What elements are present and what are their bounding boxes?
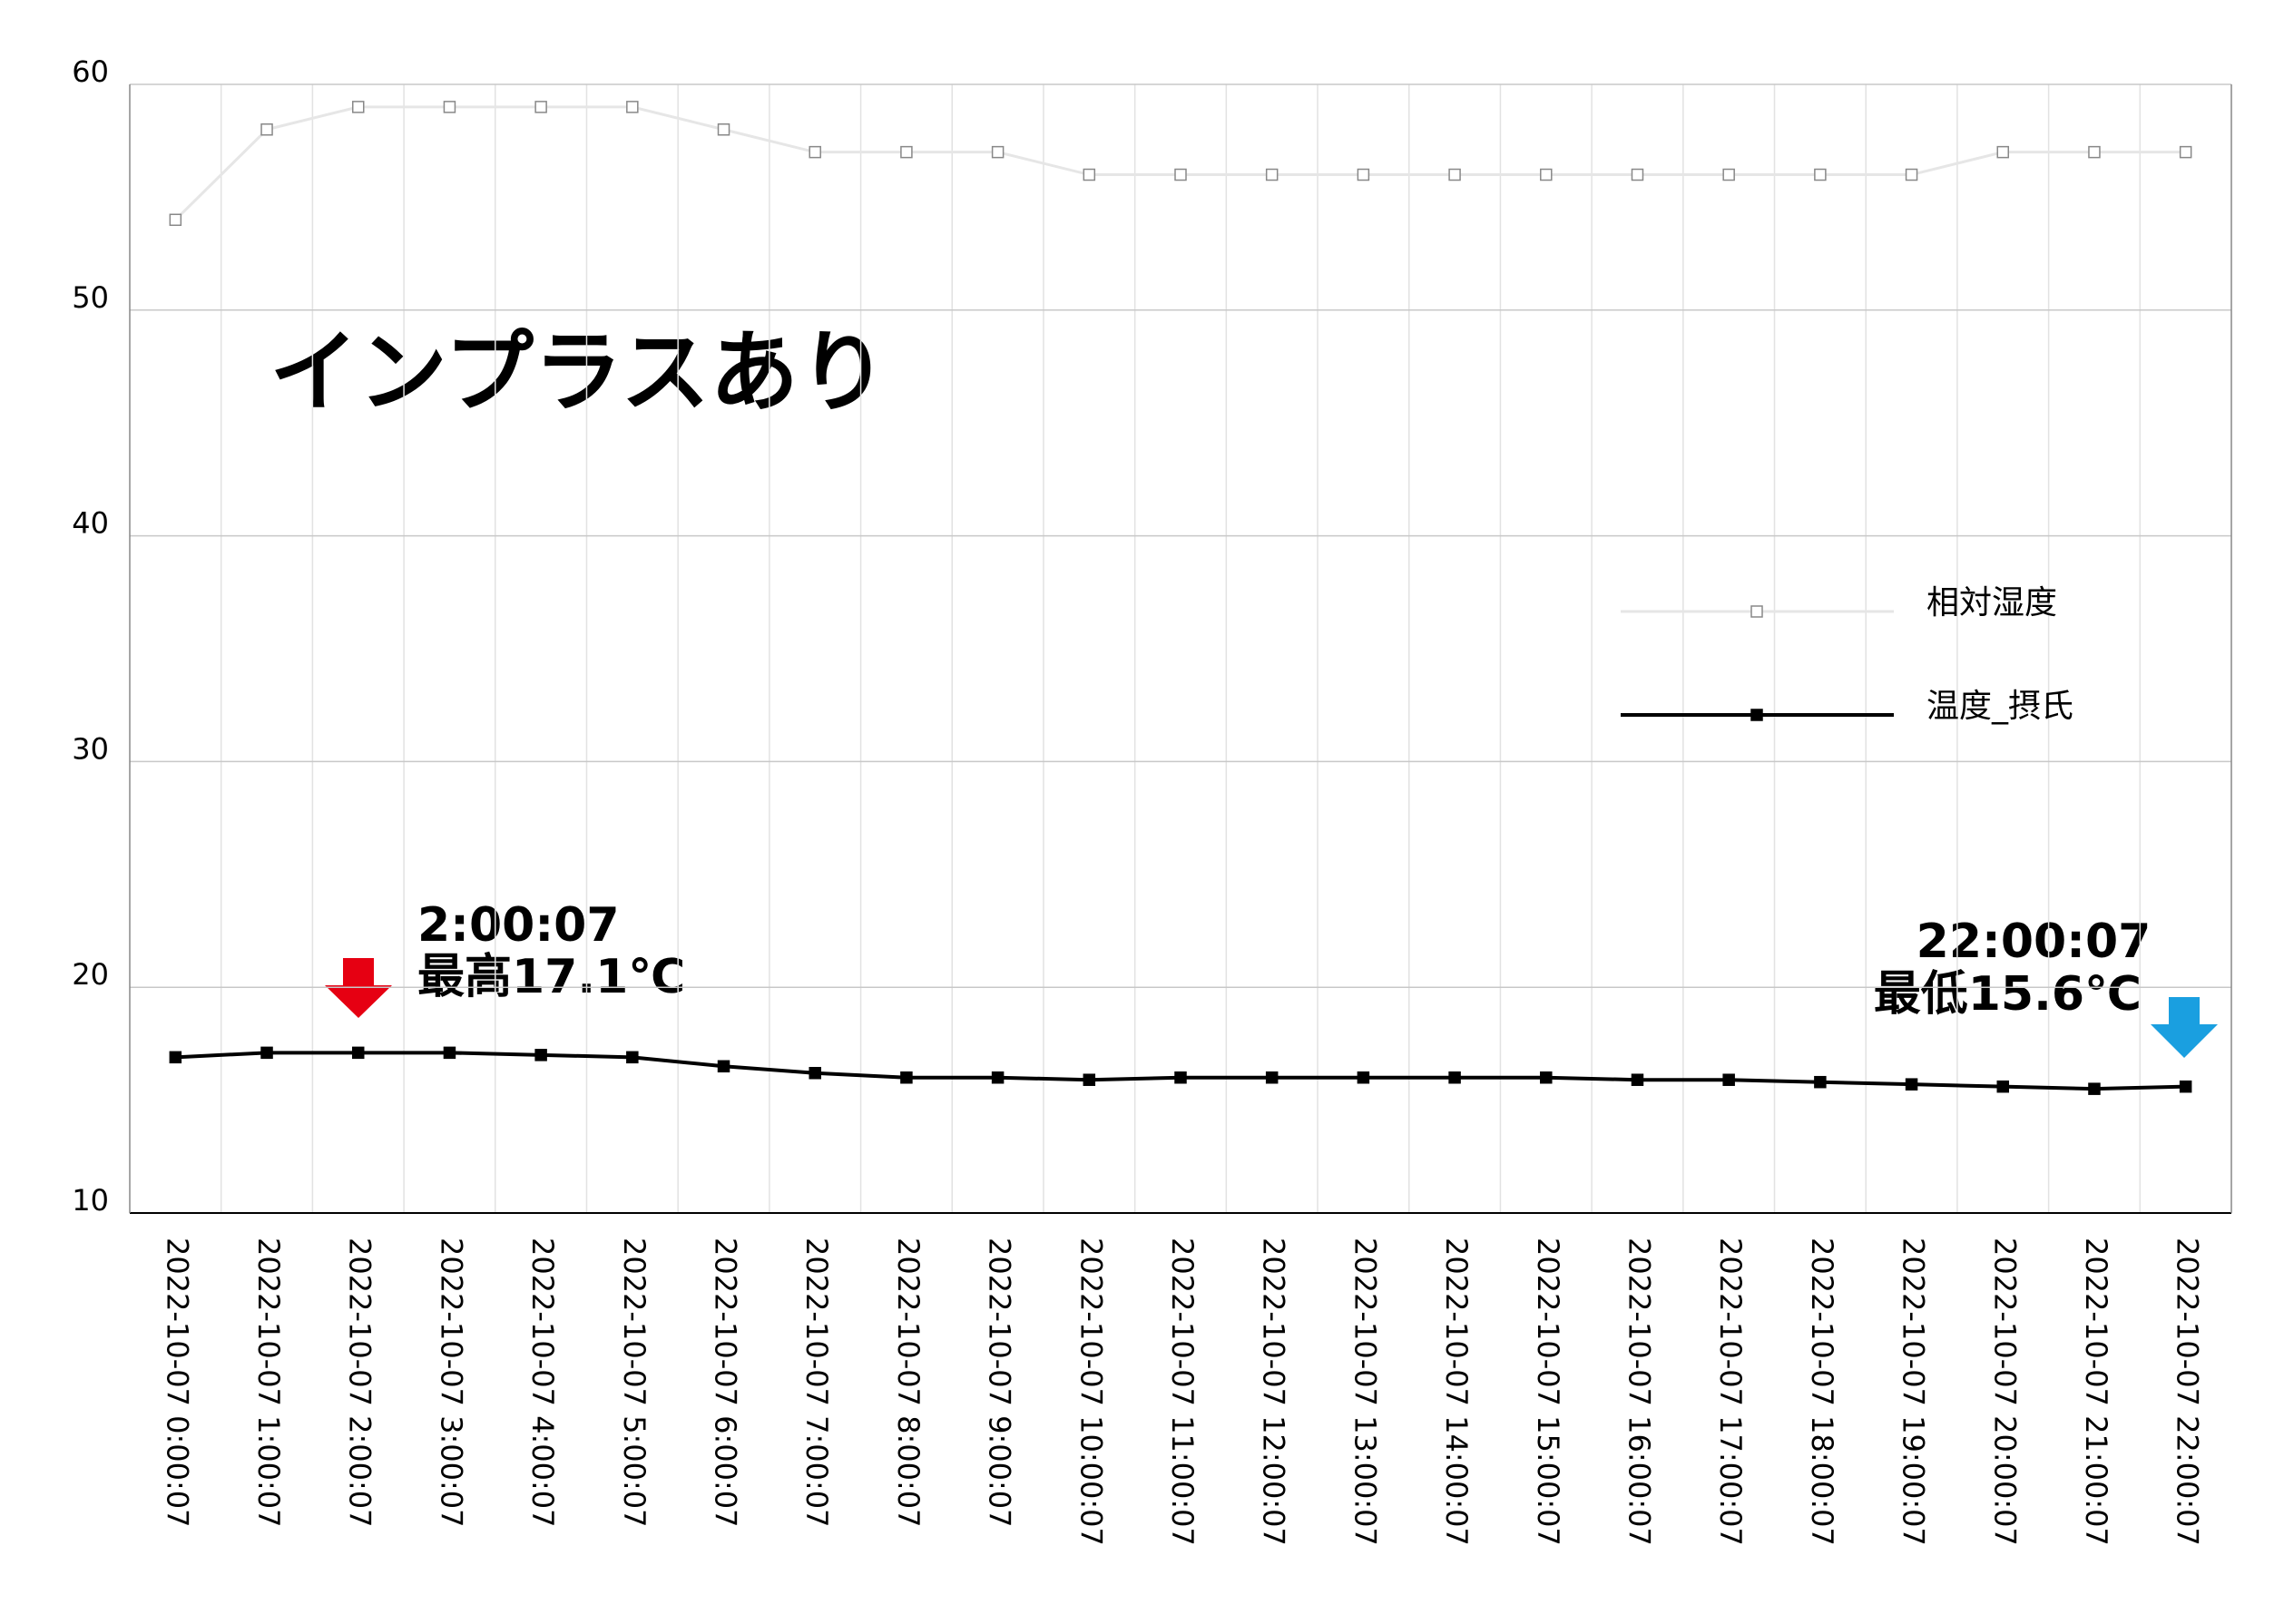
data-point — [900, 1071, 913, 1084]
data-point — [351, 101, 365, 113]
x-tick-label: 2022-10-07 16:00:07 — [1622, 1238, 1656, 1546]
data-point — [717, 1060, 730, 1073]
x-tick-label: 2022-10-07 6:00:07 — [709, 1238, 743, 1528]
data-point — [2179, 145, 2192, 159]
annotation: 最高17.1℃ — [417, 950, 685, 1004]
data-point — [1631, 168, 1644, 181]
x-tick-label: 2022-10-07 1:00:07 — [251, 1238, 286, 1528]
data-point — [717, 123, 730, 136]
x-tick-label: 2022-10-07 22:00:07 — [2171, 1238, 2205, 1546]
data-point — [169, 1051, 182, 1064]
data-point — [626, 101, 639, 113]
x-tick-label: 2022-10-07 21:00:07 — [2079, 1238, 2113, 1546]
data-point — [1722, 168, 1735, 181]
data-point — [1083, 1073, 1096, 1086]
x-tick-label: 2022-10-07 18:00:07 — [1805, 1238, 1839, 1546]
x-tick-label: 2022-10-07 14:00:07 — [1439, 1238, 1474, 1546]
data-point — [1905, 1078, 1918, 1091]
data-point — [809, 145, 821, 159]
data-point — [534, 1049, 547, 1061]
data-point — [260, 1046, 273, 1060]
y-tick-label: 10 — [72, 1183, 109, 1218]
max-arrow — [325, 958, 392, 1018]
annotation: 2:00:07 — [417, 898, 620, 953]
data-point — [1357, 168, 1370, 181]
data-point — [2088, 1082, 2101, 1095]
data-point — [1631, 1073, 1644, 1086]
data-point — [1174, 168, 1187, 181]
legend-label: 温度_摂氏 — [1926, 688, 2073, 725]
y-tick-label: 20 — [72, 957, 109, 992]
min-arrow — [2151, 997, 2218, 1058]
data-point — [1722, 1073, 1735, 1086]
y-tick-label: 30 — [72, 731, 109, 766]
y-tick-label: 50 — [72, 280, 109, 315]
chart-title: インプラスあり — [270, 321, 887, 425]
data-point — [2088, 145, 2101, 159]
data-point — [534, 101, 547, 113]
x-tick-label: 2022-10-07 5:00:07 — [617, 1238, 652, 1528]
y-tick-label: 40 — [72, 506, 109, 541]
legend-marker — [1750, 709, 1763, 721]
data-point — [1448, 168, 1461, 181]
x-tick-label: 2022-10-07 0:00:07 — [160, 1238, 194, 1528]
data-point — [1265, 168, 1279, 181]
x-tick-label: 2022-10-07 19:00:07 — [1897, 1238, 1931, 1546]
annotation: 最低15.6℃ — [1874, 967, 2142, 1022]
data-point — [1083, 168, 1096, 181]
data-point — [1540, 168, 1553, 181]
x-tick-label: 2022-10-07 7:00:07 — [799, 1238, 834, 1528]
data-point — [169, 213, 182, 227]
x-tick-label: 2022-10-07 12:00:07 — [1257, 1238, 1291, 1546]
data-point — [900, 145, 913, 159]
data-point — [1174, 1071, 1187, 1084]
data-point — [626, 1051, 639, 1064]
annotation: 22:00:07 — [1916, 915, 2152, 969]
data-point — [1814, 1075, 1827, 1089]
x-tick-label: 2022-10-07 9:00:07 — [983, 1238, 1017, 1528]
x-tick-label: 2022-10-07 15:00:07 — [1531, 1238, 1565, 1546]
x-tick-label: 2022-10-07 17:00:07 — [1713, 1238, 1748, 1546]
x-tick-label: 2022-10-07 2:00:07 — [343, 1238, 377, 1528]
data-point — [1996, 145, 2010, 159]
x-tick-label: 2022-10-07 13:00:07 — [1348, 1238, 1382, 1546]
data-point — [1540, 1071, 1553, 1084]
x-tick-label: 2022-10-07 10:00:07 — [1073, 1238, 1108, 1546]
data-point — [1905, 168, 1918, 181]
y-tick-label: 60 — [72, 54, 109, 89]
data-point — [443, 1046, 456, 1060]
x-tick-label: 2022-10-07 3:00:07 — [434, 1238, 468, 1528]
data-point — [1448, 1071, 1461, 1084]
data-point — [1265, 1071, 1279, 1084]
data-point — [991, 145, 1005, 159]
x-tick-label: 2022-10-07 11:00:07 — [1165, 1238, 1200, 1546]
data-point — [991, 1071, 1005, 1084]
data-point — [1357, 1071, 1370, 1084]
data-point — [443, 101, 456, 113]
data-point — [1814, 168, 1827, 181]
legend-marker — [1750, 605, 1763, 618]
legend-label: 相対湿度 — [1926, 584, 2057, 621]
data-point — [2179, 1080, 2192, 1093]
x-tick-label: 2022-10-07 8:00:07 — [891, 1238, 926, 1528]
x-tick-label: 2022-10-07 20:00:07 — [1987, 1238, 2022, 1546]
data-point — [1996, 1080, 2010, 1093]
data-point — [809, 1066, 821, 1080]
data-point — [260, 123, 273, 136]
x-tick-label: 2022-10-07 4:00:07 — [525, 1238, 560, 1528]
data-point — [351, 1046, 365, 1060]
